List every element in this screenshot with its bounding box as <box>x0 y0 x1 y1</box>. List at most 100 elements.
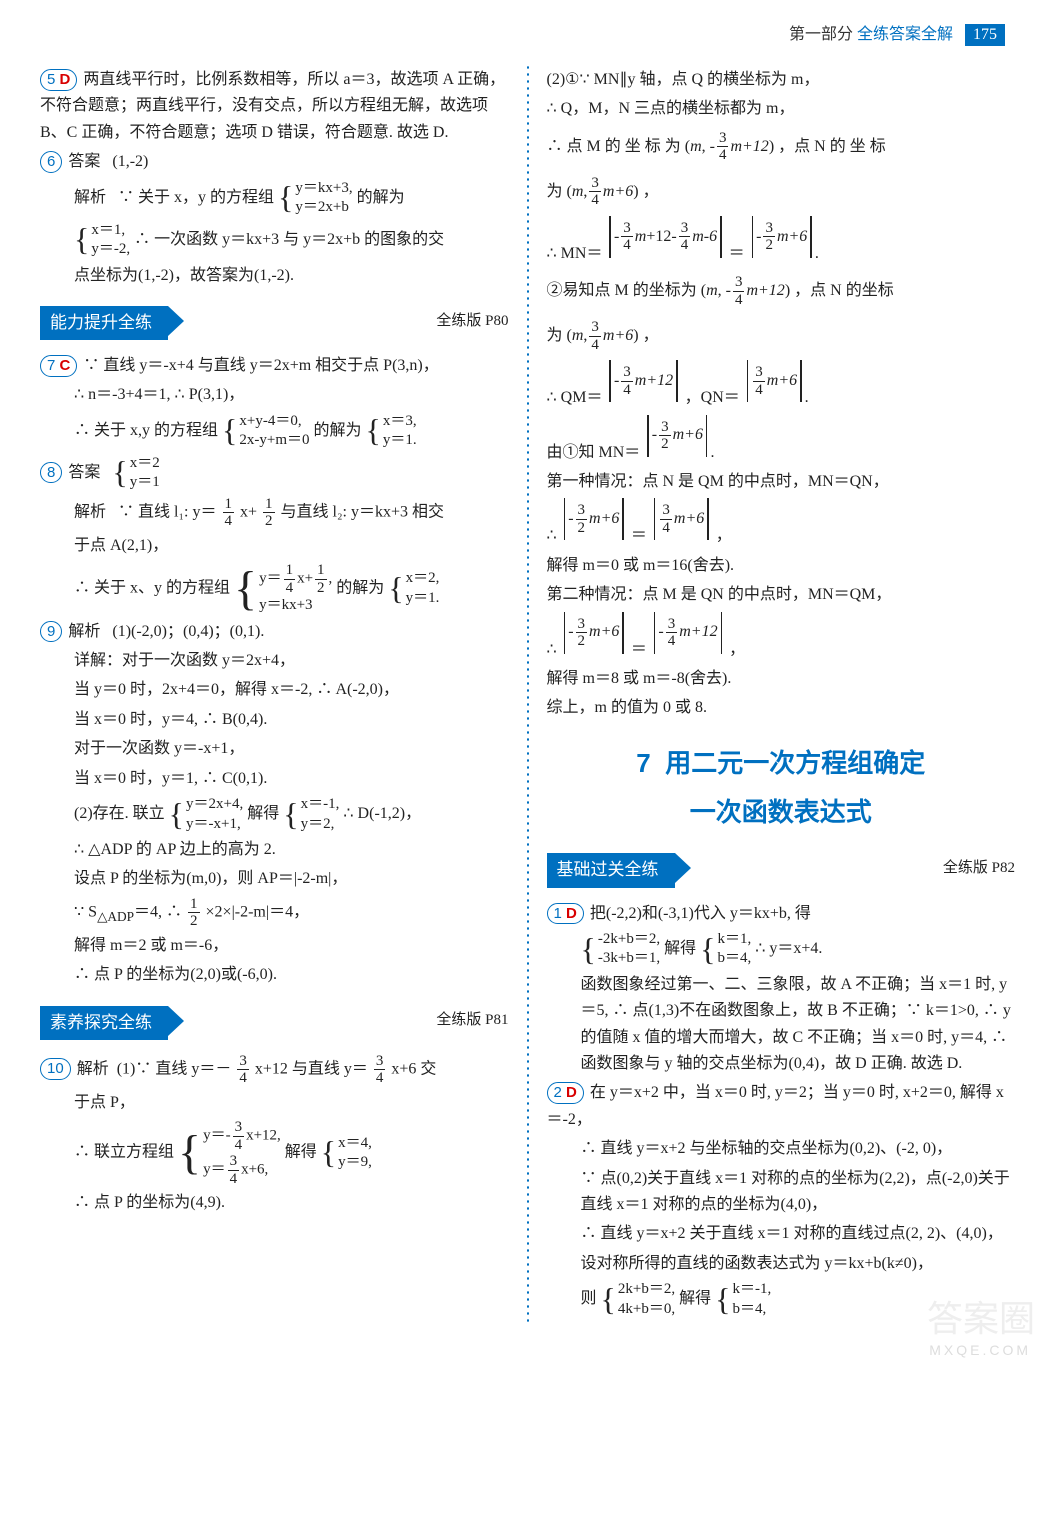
right-column: (2)①∵ MN∥y 轴，点 Q 的横坐标为 m， ∴ Q，M，N 三点的横坐标… <box>547 64 1016 1322</box>
q9-l8: ∴ △ADP 的 AP 边上的高为 2. <box>40 837 509 863</box>
r-l4: 为 (m, 34m+6) ， <box>547 171 1016 213</box>
r-l7: 为 (m, 34m+6) ， <box>547 315 1016 357</box>
r-l1: (2)①∵ MN∥y 轴，点 Q 的横坐标为 m， <box>547 67 1016 93</box>
q6-answer: 6 答案 (1,-2) <box>40 149 509 175</box>
r-l10: 第一种情况：点 N 是 QM 的中点时，MN＝QN， <box>547 469 1016 495</box>
r-l13: 第二种情况：点 M 是 QN 的中点时，MN＝QM， <box>547 582 1016 608</box>
rq2-l6: 则 {2k+b＝2,4k+b＝0, 解得 {k＝-1,b＝4, <box>547 1280 1016 1319</box>
q9-sys2: {x＝-1,y＝2, <box>283 795 339 834</box>
q9-l12: ∴ 点 P 的坐标为(2,0)或(-6,0). <box>40 962 509 988</box>
section-2-row: 素养探究全练 全练版 P81 <box>40 992 509 1050</box>
r-l14: ∴ -32m+6 ＝ -34m+12 ， <box>547 612 1016 663</box>
q7-sys2: {x＝3,y＝1. <box>366 412 417 451</box>
section-3-row: 基础过关全练 全练版 P82 <box>547 839 1016 897</box>
section-3-ref: 全练版 P82 <box>943 856 1015 881</box>
q6-jx2: { x＝1,y＝-2, ∴ 一次函数 y＝kx+3 与 y＝2x+b 的图象的交 <box>40 221 509 260</box>
q10-sys1: { y＝-34x+12, y＝34x+6, <box>178 1119 281 1187</box>
q8-jx1: 解析 ∵ 直线 l₁: y＝ 14 x+ 12 与直线 l₂: y＝kx+3 相… <box>40 496 509 530</box>
section-1-badge: 能力提升全练 <box>40 306 168 340</box>
watermark-url: MXQE.COM <box>929 1342 1031 1358</box>
rq2-sys2: {k＝-1,b＝4, <box>715 1280 771 1319</box>
q6-jx1: 解析 ∵ 关于 x，y 的方程组 { y＝kx+3,y＝2x+b 的解为 <box>40 179 509 218</box>
rq1-l2: {-2k+b＝2,-3k+b＝1, 解得 {k＝1,b＝4, ∴ y＝x+4. <box>547 930 1016 969</box>
q8-sysA: {x＝2y＝1 <box>112 454 159 493</box>
q6-num: 6 <box>40 151 62 173</box>
rq2: 2 D 在 y＝x+2 中，当 x＝0 时, y＝2；当 y＝0 时, x+2＝… <box>547 1080 1016 1133</box>
frac-1-2: 12 <box>263 496 275 530</box>
q9-l9: 设点 P 的坐标为(m,0)，则 AP＝|-2-m|， <box>40 866 509 892</box>
q5-text: 两直线平行时，比例系数相等，所以 a＝3，故选项 A 正确，不符合题意；两直线平… <box>40 71 505 141</box>
rq1-sys1: {-2k+b＝2,-3k+b＝1, <box>581 930 661 969</box>
columns: 5 D 两直线平行时，比例系数相等，所以 a＝3，故选项 A 正确，不符合题意；… <box>40 64 1015 1322</box>
q8-sys2: {x＝2,y＝1. <box>388 569 439 608</box>
header-part: 第一部分 <box>789 26 853 43</box>
q10-l2: 于点 P， <box>40 1090 509 1116</box>
q8-answer: 8 答案 {x＝2y＝1 <box>40 454 509 493</box>
q8-jx3: ∴ 关于 x、y 的方程组 { y＝14x+12, y＝kx+3 的解为 {x＝… <box>40 562 509 616</box>
q8-sys1: { y＝14x+12, y＝kx+3 <box>234 562 332 616</box>
q9: 9 解析 (1)(-2,0)；(0,4)；(0,1). <box>40 619 509 645</box>
r-l5: ∴ MN＝ -34m+12-34m-6 ＝ -32m+6. <box>547 216 1016 267</box>
q9-l10: ∵ S△ADP＝4, ∴ 12 ×2×|-2-m|＝4， <box>40 896 509 930</box>
rq1-sys2: {k＝1,b＝4, <box>700 930 751 969</box>
q9-l7: (2)存在. 联立 {y＝2x+4,y＝-x+1, 解得 {x＝-1,y＝2, … <box>40 795 509 834</box>
q6-sys1: { y＝kx+3,y＝2x+b <box>278 179 353 218</box>
chapter-title-1: 7 用二元一次方程组确定 <box>547 742 1016 785</box>
section-2-ref: 全练版 P81 <box>436 1008 508 1033</box>
q7-l2: ∴ n＝-3+4＝1, ∴ P(3,1)， <box>40 382 509 408</box>
q10-sys2: {x＝4,y＝9, <box>321 1134 372 1173</box>
q8-num: 8 <box>40 462 62 484</box>
q10-l3: ∴ 联立方程组 { y＝-34x+12, y＝34x+6, 解得 {x＝4,y＝… <box>40 1119 509 1187</box>
r-l16: 综上，m 的值为 0 或 8. <box>547 695 1016 721</box>
rq1-num: 1 D <box>547 903 584 925</box>
header-title: 全练答案全解 <box>857 26 953 43</box>
frac-1-4: 14 <box>223 496 235 530</box>
rq2-l5: 设对称所得的直线的函数表达式为 y＝kx+b(k≠0)， <box>547 1251 1016 1277</box>
r-l12: 解得 m＝0 或 m＝16(舍去). <box>547 553 1016 579</box>
rq1: 1 D 把(-2,2)和(-3,1)代入 y＝kx+b, 得 <box>547 901 1016 927</box>
q9-l11: 解得 m＝2 或 m＝-6， <box>40 933 509 959</box>
r-l15: 解得 m＝8 或 m＝-8(舍去). <box>547 666 1016 692</box>
rq2-sys1: {2k+b＝2,4k+b＝0, <box>601 1280 676 1319</box>
q6-sys2: { x＝1,y＝-2, <box>74 221 130 260</box>
chapter-title-2: 一次函数表达式 <box>547 791 1016 834</box>
rq2-num: 2 D <box>547 1082 584 1104</box>
q5-num: 5 D <box>40 69 77 91</box>
section-3-badge: 基础过关全练 <box>547 853 675 887</box>
rq1-l3: 函数图象经过第一、二、三象限，故 A 不正确；当 x＝1 时, y＝5, ∴ 点… <box>547 972 1016 1078</box>
header-pagenum: 175 <box>965 24 1005 46</box>
q7-num: 7 C <box>40 355 77 377</box>
q10-l4: ∴ 点 P 的坐标为(4,9). <box>40 1190 509 1216</box>
q8-jx2: 于点 A(2,1)， <box>40 533 509 559</box>
q5: 5 D 两直线平行时，比例系数相等，所以 a＝3，故选项 A 正确，不符合题意；… <box>40 67 509 146</box>
q9-sys1: {y＝2x+4,y＝-x+1, <box>169 795 244 834</box>
rq2-l3: ∵ 点(0,2)关于直线 x＝1 对称的点的坐标为(2,2)，点(-2,0)关于… <box>547 1166 1016 1219</box>
r-l2: ∴ Q，M，N 三点的横坐标都为 m， <box>547 96 1016 122</box>
q9-num: 9 <box>40 621 62 643</box>
q9-l6: 当 x＝0 时，y＝1, ∴ C(0,1). <box>40 766 509 792</box>
section-2-badge: 素养探究全练 <box>40 1006 168 1040</box>
r-l3: ∴ 点 M 的 坐 标 为 (m, -34m+12) ，点 N 的 坐 标 <box>547 126 1016 168</box>
r-l9: 由①知 MN＝ -32m+6. <box>547 415 1016 466</box>
r-l6: ②易知点 M 的坐标为 (m, -34m+12) ，点 N 的坐标 <box>547 270 1016 312</box>
r-l11: ∴ -32m+6 ＝ 34m+6 ， <box>547 498 1016 549</box>
rq2-l2: ∴ 直线 y＝x+2 与坐标轴的交点坐标为(0,2)、(-2, 0)， <box>547 1136 1016 1162</box>
q10: 10 解析 (1)∵ 直线 y＝－ 34 x+12 与直线 y＝ 34 x+6 … <box>40 1053 509 1087</box>
rq2-l4: ∴ 直线 y＝x+2 关于直线 x＝1 对称的直线过点(2, 2)、(4,0)， <box>547 1221 1016 1247</box>
section-1-row: 能力提升全练 全练版 P80 <box>40 292 509 350</box>
q7-l3: ∴ 关于 x,y 的方程组 {x+y-4＝0,2x-y+m＝0 的解为 {x＝3… <box>40 412 509 451</box>
q9-l4: 当 x＝0 时，y＝4, ∴ B(0,4). <box>40 707 509 733</box>
page-header: 第一部分 全练答案全解 175 <box>40 20 1015 46</box>
q9-l5: 对于一次函数 y＝-x+1， <box>40 736 509 762</box>
left-column: 5 D 两直线平行时，比例系数相等，所以 a＝3，故选项 A 正确，不符合题意；… <box>40 64 509 1322</box>
q7: 7 C ∵ 直线 y＝-x+4 与直线 y＝2x+m 相交于点 P(3,n)， <box>40 353 509 379</box>
q7-sys1: {x+y-4＝0,2x-y+m＝0 <box>222 412 309 451</box>
q10-num: 10 <box>40 1058 71 1080</box>
r-l8: ∴ QM＝ -34m+12 ，QN＝ 34m+6. <box>547 360 1016 411</box>
column-divider <box>527 64 529 1322</box>
section-1-ref: 全练版 P80 <box>436 309 508 334</box>
q6-jx3: 点坐标为(1,-2)，故答案为(1,-2). <box>40 263 509 289</box>
q9-l3: 当 y＝0 时，2x+4＝0，解得 x＝-2, ∴ A(-2,0)， <box>40 677 509 703</box>
page: 第一部分 全练答案全解 175 5 D 两直线平行时，比例系数相等，所以 a＝3… <box>0 0 1055 1362</box>
q9-l2: 详解：对于一次函数 y＝2x+4， <box>40 648 509 674</box>
